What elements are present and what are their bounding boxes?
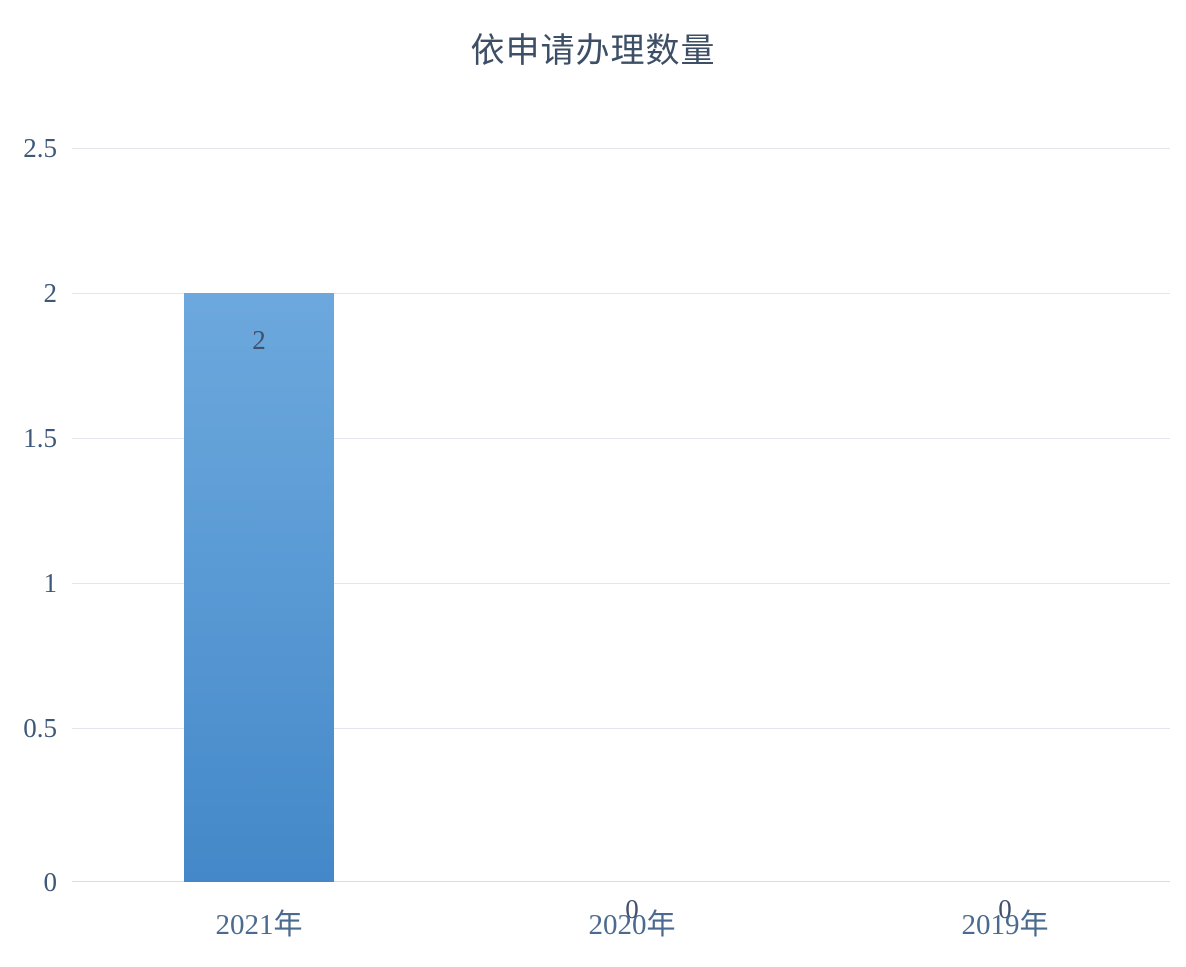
y-axis-tick-label-1: 1 bbox=[43, 568, 58, 598]
y-axis-tick-label-0point5: 0.5 bbox=[23, 713, 57, 743]
gridline-1point5 bbox=[72, 438, 1170, 439]
plot-area bbox=[72, 148, 1170, 882]
gridline-axis-baseline bbox=[72, 881, 1170, 882]
x-axis-tick-label-2021: 2021年 bbox=[215, 909, 303, 941]
gridline-0point5 bbox=[72, 728, 1170, 729]
y-axis-tick-label-2point5: 2.5 bbox=[23, 133, 57, 163]
bar-value-label-2021: 2 bbox=[252, 325, 266, 355]
bar-value-label-2019: 0 bbox=[998, 894, 1012, 924]
y-axis-tick-label-1point5: 1.5 bbox=[23, 423, 57, 453]
x-axis-tick-label-2019: 2019年 bbox=[961, 909, 1049, 941]
gridline-2 bbox=[72, 293, 1170, 294]
bar-2021[interactable] bbox=[184, 293, 334, 882]
chart-title: 依申请办理数量 bbox=[470, 33, 716, 70]
gridline-2point5 bbox=[72, 148, 1170, 149]
x-axis-tick-label-2020: 2020年 bbox=[588, 909, 676, 941]
gridline-1 bbox=[72, 583, 1170, 584]
y-axis-tick-label-2: 2 bbox=[43, 278, 58, 308]
bar-value-label-2020: 0 bbox=[625, 894, 639, 924]
y-axis-tick-label-0: 0 bbox=[43, 867, 58, 897]
